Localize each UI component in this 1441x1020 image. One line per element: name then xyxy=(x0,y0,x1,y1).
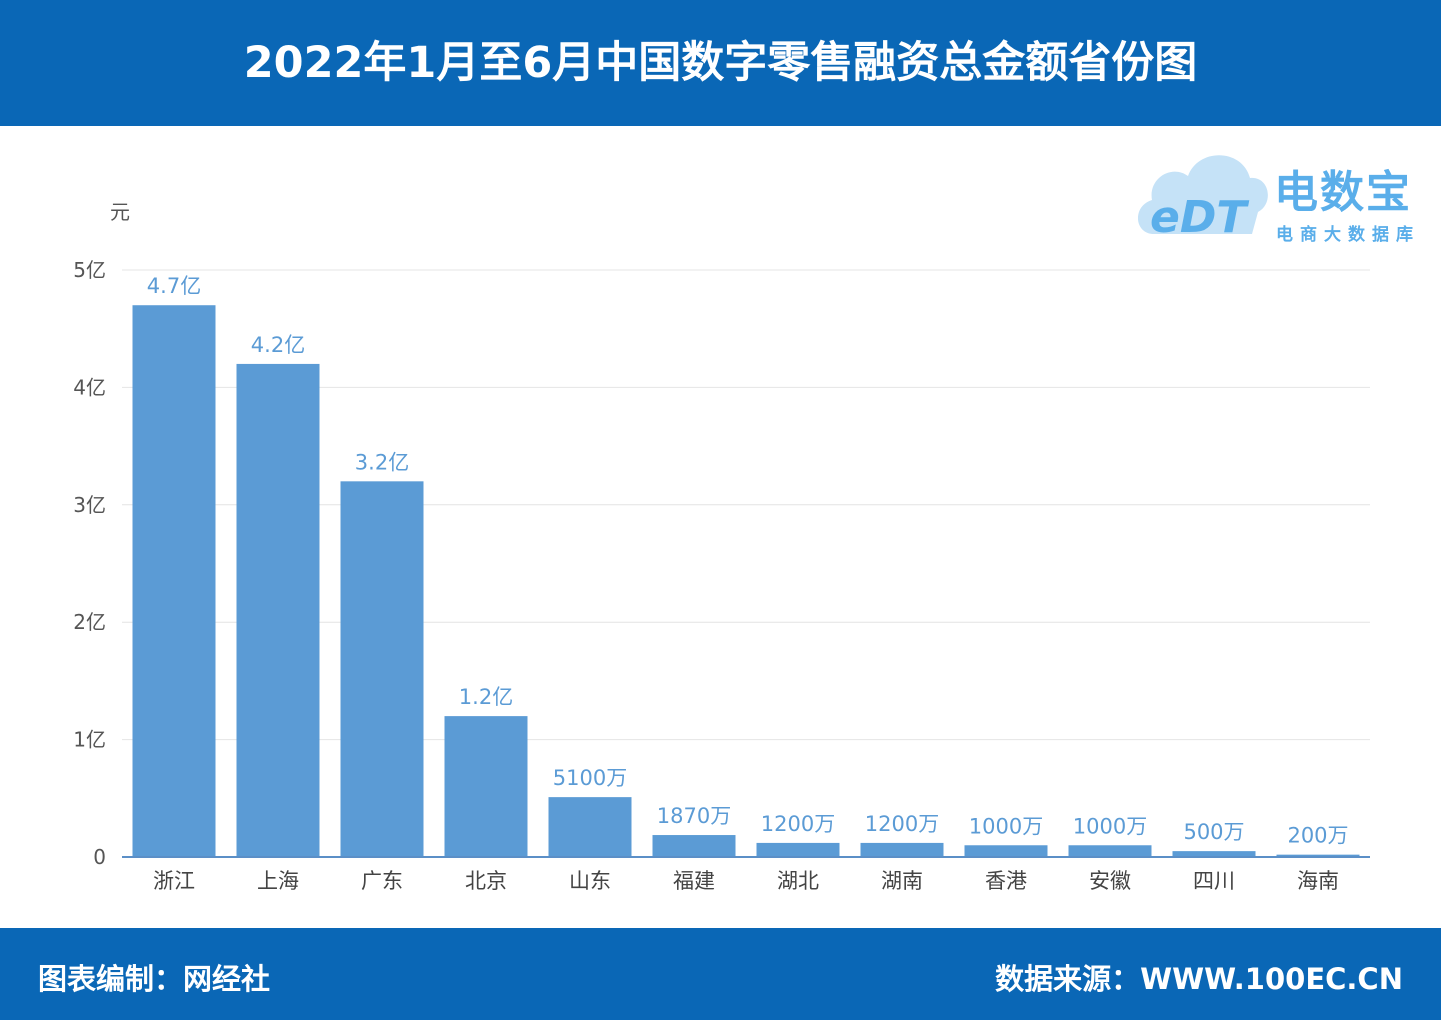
bar xyxy=(756,842,840,857)
x-tick-label: 福建 xyxy=(673,869,715,893)
data-label: 4.2亿 xyxy=(251,333,305,357)
header-bar: 2022年1月至6月中国数字零售融资总金额省份图 xyxy=(0,0,1441,126)
bar xyxy=(1172,851,1256,857)
bar xyxy=(548,797,632,857)
x-tick-label: 香港 xyxy=(985,869,1027,893)
data-label: 5100万 xyxy=(553,766,627,790)
y-tick-label: 0 xyxy=(93,845,106,869)
x-tick-label: 浙江 xyxy=(153,869,195,893)
page-title: 2022年1月至6月中国数字零售融资总金额省份图 xyxy=(243,38,1198,88)
data-label: 1.2亿 xyxy=(459,685,513,709)
logo: eDT 电数宝 电商大数据库 xyxy=(1132,134,1432,246)
x-tick-label: 安徽 xyxy=(1089,869,1131,893)
x-axis-labels: 浙江 上海 广东 北京 山东 福建 湖北 湖南 香港 安徽 四川 海南 xyxy=(153,869,1339,893)
bar xyxy=(340,481,424,857)
y-axis-unit: 元 xyxy=(110,200,130,224)
bar-chart: 0 1亿 2亿 3亿 4亿 5亿 元 浙江 上海 广东 北京 山东 福建 湖北 湖南 香港 安徽 四川 海南 4… xyxy=(73,200,1370,893)
y-tick-label: 3亿 xyxy=(73,493,106,517)
compiled-by: 图表编制：网经社 xyxy=(38,962,271,996)
bar xyxy=(652,835,736,857)
x-tick-label: 广东 xyxy=(361,869,403,893)
data-label: 1200万 xyxy=(865,812,939,836)
bar xyxy=(444,716,528,857)
data-label: 1870万 xyxy=(657,804,731,828)
data-label: 1000万 xyxy=(969,814,1043,838)
bar xyxy=(1068,845,1152,857)
y-axis-ticks: 0 1亿 2亿 3亿 4亿 5亿 xyxy=(73,258,106,869)
x-tick-label: 四川 xyxy=(1193,869,1235,893)
x-tick-label: 湖北 xyxy=(777,869,819,893)
data-label: 1000万 xyxy=(1073,814,1147,838)
logo-mark: eDT xyxy=(1150,192,1249,243)
data-label: 200万 xyxy=(1287,824,1348,848)
y-tick-label: 1亿 xyxy=(73,728,106,752)
bar xyxy=(964,845,1048,857)
data-source: 数据来源：WWW.100EC.CN xyxy=(995,962,1403,996)
logo-subtitle: 电商大数据库 xyxy=(1276,225,1420,245)
y-tick-label: 4亿 xyxy=(73,375,106,399)
bar xyxy=(236,363,320,857)
bar xyxy=(860,842,944,857)
bar xyxy=(1276,854,1360,857)
cloud-logo-icon: eDT xyxy=(1137,155,1268,243)
logo-name: 电数宝 xyxy=(1274,167,1412,218)
bar xyxy=(132,305,216,858)
data-label: 3.2亿 xyxy=(355,450,409,474)
x-tick-label: 海南 xyxy=(1297,869,1339,893)
x-tick-label: 上海 xyxy=(257,869,299,893)
data-labels: 4.7亿 4.2亿 3.2亿 1.2亿 5100万 1870万 1200万 1200万 1000… xyxy=(147,274,1349,847)
data-label: 500万 xyxy=(1183,820,1244,844)
footer-bar: 图表编制：网经社 数据来源：WWW.100EC.CN xyxy=(0,928,1441,1020)
grid-lines xyxy=(122,269,1370,741)
data-label: 4.7亿 xyxy=(147,274,201,298)
x-tick-label: 湖南 xyxy=(881,869,923,893)
x-tick-label: 山东 xyxy=(569,869,611,893)
y-tick-label: 5亿 xyxy=(73,258,106,282)
data-label: 1200万 xyxy=(761,812,835,836)
bars xyxy=(132,305,1360,858)
y-tick-label: 2亿 xyxy=(73,610,106,634)
x-tick-label: 北京 xyxy=(465,869,507,893)
